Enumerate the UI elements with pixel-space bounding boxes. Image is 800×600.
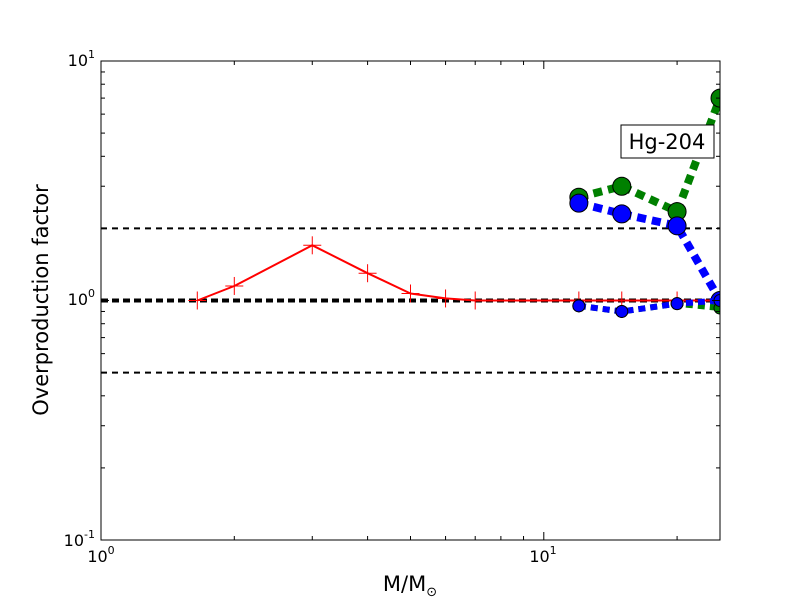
series-2-point [612,204,632,224]
y-tick-label-0.1: 10-1 [64,528,95,550]
isotope-annotation-text: Hg-204 [629,130,706,154]
series-2-point [667,216,687,236]
y-axis-label: Overproduction factor [29,184,53,416]
axis-ticks [100,60,720,541]
data-series [188,88,720,318]
y-tick-label-10: 101 [68,48,95,70]
x-tick-label-1: 100 [87,544,114,566]
series-3-line [578,300,720,315]
series-0-line [196,244,720,302]
series-4-line [578,297,720,315]
series-2-point [569,193,589,213]
series-1-point [710,88,720,108]
x-axis-label: M/M⊙ [383,572,437,600]
x-tick-label-10: 101 [529,544,556,566]
series-4-point [572,299,586,313]
series-2-line [577,199,720,303]
isotope-annotation: Hg-204 [620,124,715,159]
series-4-point [615,304,629,318]
series-4-point [670,297,684,311]
series-1-point [612,176,632,196]
y-tick-label-1: 100 [68,287,95,309]
